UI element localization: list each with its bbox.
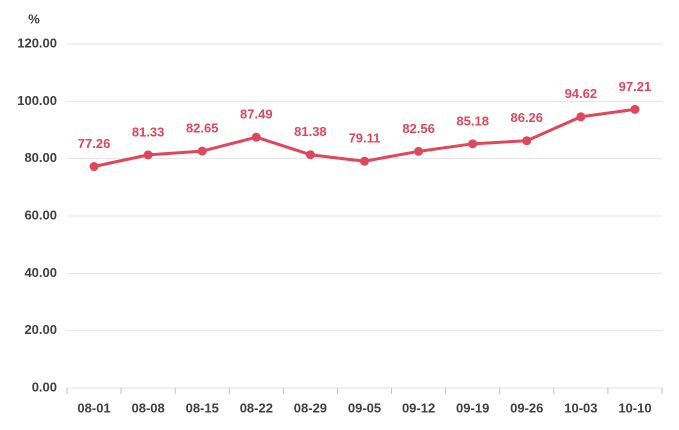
data-label: 81.33	[132, 124, 165, 139]
y-unit-label: %	[28, 11, 40, 26]
point	[576, 112, 586, 122]
point	[305, 150, 315, 160]
x-tick-label: 08-22	[240, 400, 273, 415]
data-label: 77.26	[78, 136, 111, 151]
point	[522, 136, 532, 146]
data-label: 86.26	[510, 110, 543, 125]
data-label: 79.11	[349, 131, 381, 146]
data-label: 81.38	[294, 124, 327, 139]
x-tick-label: 09-26	[510, 400, 543, 415]
point	[197, 146, 207, 156]
point	[143, 150, 153, 160]
point	[89, 162, 99, 172]
data-label: 85.18	[456, 113, 489, 128]
x-tick-label: 09-05	[348, 400, 381, 415]
x-tick-label: 09-19	[456, 400, 489, 415]
y-tick-label: 80.00	[24, 150, 57, 165]
x-tick-label: 08-08	[132, 400, 165, 415]
x-tick-label: 08-15	[186, 400, 219, 415]
point	[414, 146, 424, 156]
point	[630, 104, 640, 114]
x-tick-label: 09-12	[402, 400, 435, 415]
y-tick-label: 40.00	[24, 265, 57, 280]
x-tick-label: 08-29	[294, 400, 327, 415]
data-label: 87.49	[240, 107, 273, 122]
point	[468, 139, 478, 149]
y-tick-label: 0.00	[32, 379, 57, 394]
y-tick-label: 100.00	[17, 93, 57, 108]
data-label: 97.21	[619, 79, 652, 94]
x-tick-label: 10-10	[618, 400, 651, 415]
data-label: 82.65	[186, 121, 219, 136]
x-tick-label: 10-03	[564, 400, 597, 415]
x-tick-label: 08-01	[77, 400, 110, 415]
data-label: 82.56	[402, 121, 435, 136]
y-tick-label: 60.00	[24, 207, 57, 222]
point	[360, 156, 369, 166]
y-tick-label: 20.00	[24, 322, 57, 337]
point	[251, 132, 261, 142]
data-label: 94.62	[565, 86, 598, 101]
y-tick-label: 120.00	[17, 35, 57, 50]
